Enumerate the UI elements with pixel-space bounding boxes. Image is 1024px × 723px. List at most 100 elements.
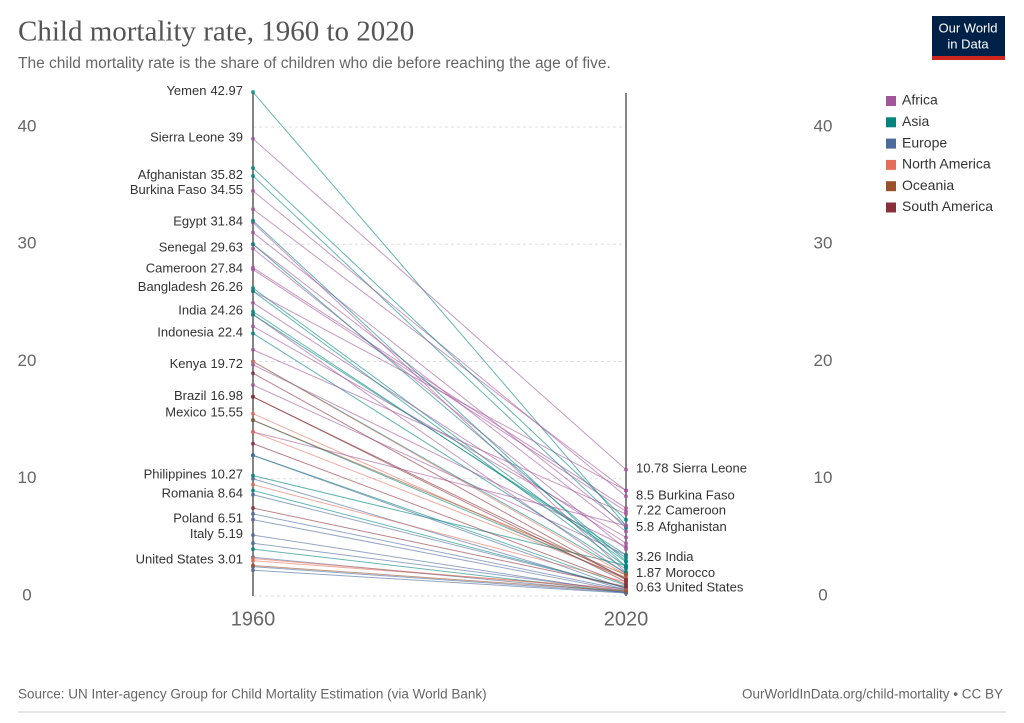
country-name: Romania bbox=[162, 486, 215, 501]
y-tick-label: 0 bbox=[818, 585, 827, 604]
country-name: Kenya bbox=[170, 356, 208, 371]
slope-line bbox=[252, 507, 627, 588]
slope-line bbox=[252, 494, 627, 589]
value-label: 8.64 bbox=[218, 486, 243, 501]
end-point bbox=[251, 394, 255, 399]
country-name: Senegal bbox=[159, 240, 207, 255]
end-point bbox=[624, 529, 628, 534]
end-point bbox=[251, 556, 255, 561]
value-label: 3.26 bbox=[636, 549, 661, 564]
end-label: Afghanistan 35.82 bbox=[138, 167, 243, 182]
end-point bbox=[251, 174, 255, 179]
x-tick-label: 1960 bbox=[231, 608, 276, 630]
end-point bbox=[624, 511, 628, 516]
chart-subtitle: The child mortality rate is the share of… bbox=[18, 55, 611, 72]
end-point bbox=[251, 429, 255, 434]
slope-line bbox=[252, 513, 627, 591]
end-point bbox=[251, 453, 255, 458]
value-label: 7.22 bbox=[636, 503, 661, 518]
end-point bbox=[251, 533, 255, 538]
slope-line bbox=[252, 220, 627, 568]
country-name: Burkina Faso bbox=[658, 488, 735, 503]
end-label: Philippines 10.27 bbox=[144, 467, 243, 482]
end-label: Cameroon 27.84 bbox=[146, 261, 243, 276]
y-tick-label: 20 bbox=[18, 351, 37, 370]
legend-label: South America bbox=[902, 198, 993, 214]
end-point bbox=[251, 441, 255, 446]
slope-line bbox=[252, 454, 627, 590]
slope-line bbox=[252, 91, 627, 526]
slope-line bbox=[252, 519, 627, 592]
end-label: 8.5 Burkina Faso bbox=[636, 488, 735, 503]
slope-line bbox=[252, 314, 627, 556]
slope-line bbox=[252, 248, 627, 550]
logo-box bbox=[932, 16, 1005, 56]
logo: Our World in Data bbox=[932, 16, 1005, 60]
end-point bbox=[251, 246, 255, 251]
end-point bbox=[251, 242, 255, 247]
slope-line bbox=[252, 566, 627, 593]
country-name: Bangladesh bbox=[138, 280, 207, 295]
country-name: Italy bbox=[190, 527, 214, 542]
slope-line bbox=[252, 542, 627, 592]
end-point bbox=[251, 188, 255, 193]
slope-line bbox=[252, 302, 627, 544]
slope-line bbox=[252, 267, 627, 509]
end-point bbox=[251, 90, 255, 95]
country-name: Cameroon bbox=[146, 261, 207, 276]
end-label: Poland 6.51 bbox=[173, 511, 243, 526]
value-label: 5.8 bbox=[636, 519, 654, 534]
end-label: Yemen 42.97 bbox=[166, 84, 243, 99]
end-label: United States 3.01 bbox=[136, 552, 243, 567]
legend-swatch bbox=[886, 159, 896, 170]
slope-line bbox=[252, 478, 627, 591]
legend-label: Asia bbox=[902, 113, 929, 129]
end-label: Brazil 16.98 bbox=[174, 388, 243, 403]
slope-line bbox=[252, 290, 627, 568]
chart-title: Child mortality rate, 1960 to 2020 bbox=[18, 16, 414, 48]
slope-line bbox=[252, 419, 627, 579]
country-name: Morocco bbox=[665, 566, 715, 581]
legend-swatch bbox=[886, 181, 896, 192]
end-point bbox=[624, 555, 628, 560]
country-name: Afghanistan bbox=[138, 167, 207, 182]
value-label: 3.01 bbox=[218, 552, 243, 567]
value-label: 19.72 bbox=[210, 356, 243, 371]
slope-line bbox=[252, 232, 627, 527]
country-name: Philippines bbox=[144, 467, 207, 482]
country-name: Burkina Faso bbox=[130, 182, 207, 197]
value-label: 6.51 bbox=[218, 511, 243, 526]
value-label: 35.82 bbox=[210, 167, 243, 182]
end-point bbox=[251, 418, 255, 423]
value-label: 29.63 bbox=[210, 240, 243, 255]
slope-line bbox=[252, 569, 627, 594]
slope-line bbox=[252, 454, 627, 586]
legend-label: Africa bbox=[902, 92, 938, 108]
end-point bbox=[251, 362, 255, 367]
slope-line bbox=[252, 431, 627, 578]
country-name: Egypt bbox=[173, 214, 207, 229]
value-label: 0.63 bbox=[636, 580, 661, 595]
value-label: 1.87 bbox=[636, 566, 661, 581]
slope-line bbox=[252, 314, 627, 575]
value-label: 8.5 bbox=[636, 488, 654, 503]
end-label: India 24.26 bbox=[178, 303, 243, 318]
y-tick-label: 40 bbox=[18, 116, 37, 135]
legend-swatch bbox=[886, 202, 896, 213]
country-name: Indonesia bbox=[157, 325, 214, 340]
end-point bbox=[251, 218, 255, 223]
legend-swatch bbox=[886, 96, 896, 106]
slope-line bbox=[252, 364, 627, 548]
end-point bbox=[624, 523, 628, 528]
country-name: Mexico bbox=[165, 405, 206, 420]
end-label: Indonesia 22.4 bbox=[157, 325, 243, 340]
logo-text: in Data bbox=[947, 36, 989, 51]
country-name: Afghanistan bbox=[658, 519, 727, 534]
x-tick-label: 2020 bbox=[604, 608, 649, 630]
end-point bbox=[251, 541, 255, 546]
end-point bbox=[251, 473, 255, 478]
country-name: Poland bbox=[173, 511, 213, 526]
end-point bbox=[251, 382, 255, 387]
value-label: 16.98 bbox=[210, 388, 243, 403]
end-point bbox=[624, 467, 628, 472]
